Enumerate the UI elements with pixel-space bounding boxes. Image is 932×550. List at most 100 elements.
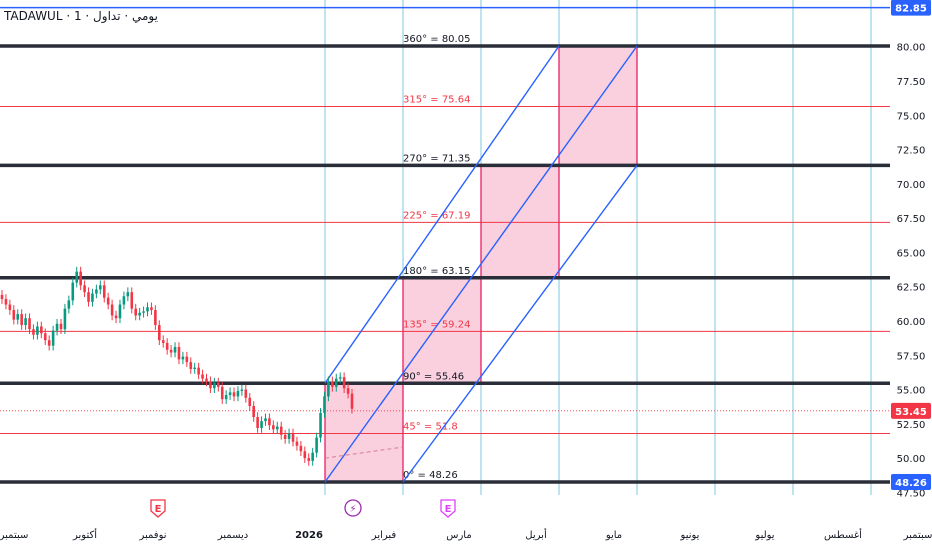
candle-body [51, 330, 55, 346]
candle-body [224, 395, 228, 400]
candle-body [252, 406, 255, 417]
candle-body [173, 347, 177, 353]
candle-body [20, 314, 23, 326]
price-tag [891, 402, 931, 419]
candle-body [47, 340, 51, 346]
candle-body [287, 433, 291, 439]
candle-body [63, 308, 67, 330]
candle-body [319, 412, 322, 438]
time-tick-label: ديسمبر [217, 530, 248, 541]
gann-box [402, 277, 482, 384]
candle-body [32, 329, 35, 335]
candle-body [334, 378, 338, 387]
price-tick-label: 75.00 [897, 111, 926, 122]
candle-body [272, 425, 275, 430]
price-tick-label: 70.00 [897, 180, 926, 191]
gann-box [480, 164, 560, 279]
price-tick-label: 60.00 [897, 317, 926, 328]
gann-box [324, 382, 404, 483]
candle-body [79, 271, 82, 286]
candle-body [142, 311, 145, 313]
candle-body [331, 381, 334, 387]
candle-body [0, 294, 4, 300]
candle-body [323, 396, 326, 413]
candle-body [126, 292, 130, 297]
candle-body [102, 285, 106, 298]
candle-body [114, 315, 118, 319]
candle-body [40, 326, 43, 334]
gann-diagonal [402, 164, 638, 483]
gann-diagonals [0, 45, 890, 483]
candle-body [264, 418, 267, 422]
gann-level-label: 90° = 55.46 [403, 371, 464, 382]
candle-body [248, 397, 252, 407]
marker-shape [344, 499, 362, 517]
price-tag [891, 474, 931, 490]
time-tick-label: سبتمبر [0, 530, 28, 541]
candle-body [209, 381, 212, 389]
dividend-marker-icon[interactable]: ⚡ [344, 499, 362, 517]
candle-body [24, 318, 27, 326]
candle-body [260, 421, 263, 428]
candle-body [91, 293, 94, 302]
candle-body [99, 285, 102, 290]
candle-body [303, 451, 307, 459]
time-tick-label: أبريل [525, 528, 547, 541]
candle-body [240, 389, 244, 391]
time-tick-label: 2026 [295, 530, 323, 541]
marker-label: E [155, 504, 162, 515]
candle-body [315, 437, 318, 453]
candle-body [268, 418, 271, 426]
candle-body [244, 389, 248, 398]
candle-body [295, 441, 299, 446]
candle-body [154, 310, 157, 326]
candle-body [283, 434, 287, 439]
event-markers[interactable]: E ⚡ E [150, 499, 456, 518]
price-tag [891, 0, 931, 16]
candle-body [122, 296, 126, 305]
gann-level-label: 180° = 63.15 [403, 266, 470, 277]
time-axis: سبتمبر أكتوبر نوفمبر ديسمبر 2026 فبراير مارس أب… [0, 528, 932, 541]
candle-body [59, 323, 63, 330]
gann-level-label: 360° = 80.05 [403, 34, 470, 45]
candle-body [4, 299, 8, 305]
candle-body [106, 297, 110, 305]
candle-body [236, 390, 240, 397]
candle-body [201, 374, 204, 379]
candle-body [327, 381, 330, 397]
candle-body [311, 452, 314, 461]
candle-body [75, 271, 79, 283]
candle-body [55, 323, 59, 331]
candle-body [134, 308, 138, 316]
gann-level-label: 270° = 71.35 [403, 153, 470, 164]
price-candles [0, 266, 354, 466]
candle-body [158, 325, 161, 341]
candle-body [232, 392, 236, 397]
candle-body [299, 445, 303, 452]
candle-body [36, 326, 39, 335]
candle-body [256, 416, 259, 428]
price-tick-label: 65.00 [897, 248, 926, 259]
candle-body [150, 307, 153, 311]
marker-shape [440, 499, 456, 518]
candle-body [346, 388, 350, 394]
candle-body [228, 392, 232, 396]
candle-body [220, 386, 224, 400]
time-tick-label: مايو [605, 530, 622, 541]
earnings-marker-icon[interactable]: E [150, 499, 166, 518]
time-tick-label: يوليو [754, 530, 774, 541]
candle-body [12, 310, 16, 320]
time-tick-label: أكتوبر [72, 528, 97, 541]
candle-body [161, 340, 165, 343]
candle-body [205, 378, 208, 382]
price-axis: 80.00 77.50 75.00 72.50 70.00 67.50 65.00 62.50… [890, 0, 932, 550]
gann-box [558, 45, 638, 166]
candle-body [146, 307, 149, 312]
projection-dash [324, 446, 403, 459]
candle-body [28, 318, 31, 330]
earnings-marker-icon[interactable]: E [440, 499, 456, 518]
marker-shape [150, 499, 166, 518]
candle-body [95, 289, 98, 294]
price-axis-bg [890, 0, 932, 550]
